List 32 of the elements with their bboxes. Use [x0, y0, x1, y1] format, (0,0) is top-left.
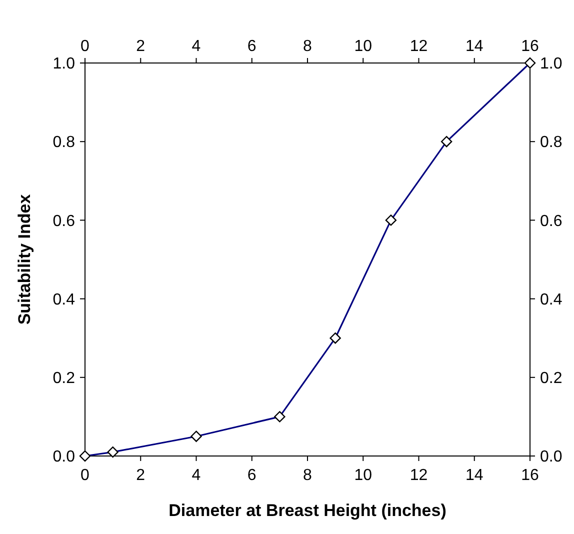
- x-axis-title: Diameter at Breast Height (inches): [168, 501, 446, 520]
- x2-tick-label: 6: [247, 467, 256, 484]
- x2-tick-label: 12: [410, 467, 428, 484]
- y-axis-title: Suitability Index: [15, 194, 34, 325]
- y2-tick-label: 0.8: [540, 134, 562, 152]
- y-tick-label: 0.2: [52, 370, 76, 387]
- x-tick-label: 12: [410, 38, 428, 55]
- y2-tick-label: 0.4: [540, 291, 562, 308]
- x-tick-label: 0: [80, 38, 90, 55]
- x2-tick-label: 4: [192, 467, 201, 484]
- x2-tick-label: 16: [521, 467, 539, 484]
- x-tick-label: 6: [247, 38, 256, 55]
- y-tick-label: 1.0: [52, 56, 76, 73]
- x-tick-label: 8: [303, 38, 312, 55]
- y-tick-label: 0.8: [52, 134, 76, 152]
- y2-tick-label: 0.2: [540, 370, 562, 387]
- y2-tick-label: 1.0: [540, 56, 562, 73]
- y-tick-label: 0.6: [52, 212, 76, 230]
- x2-tick-label: 0: [80, 467, 90, 484]
- x2-tick-label: 8: [303, 467, 312, 484]
- y-tick-label: 0.4: [52, 291, 76, 308]
- x-tick-label: 2: [136, 38, 146, 55]
- x-tick-label: 16: [521, 38, 539, 55]
- x2-tick-label: 14: [465, 467, 484, 484]
- x-tick-label: 4: [192, 38, 201, 55]
- y2-tick-label: 0.0: [540, 448, 562, 466]
- x-tick-label: 10: [354, 38, 372, 55]
- x2-tick-label: 2: [136, 467, 146, 484]
- x-tick-label: 14: [465, 38, 484, 55]
- y2-tick-label: 0.6: [540, 212, 562, 230]
- x2-tick-label: 10: [354, 467, 372, 484]
- y-tick-label: 0.0: [52, 448, 76, 466]
